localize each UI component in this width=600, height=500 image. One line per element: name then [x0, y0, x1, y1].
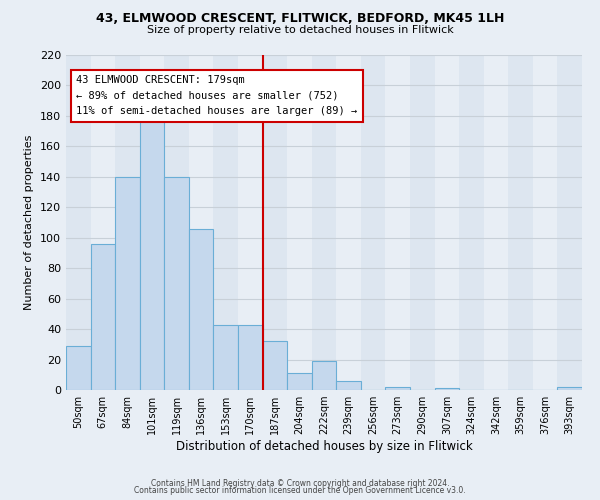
Bar	[557, 55, 582, 390]
Bar	[164, 55, 189, 390]
Bar	[410, 55, 434, 390]
Bar	[484, 55, 508, 390]
Bar	[312, 55, 336, 390]
Bar	[115, 55, 140, 390]
Bar	[115, 177, 140, 390]
Bar	[287, 373, 312, 390]
Bar	[140, 55, 164, 390]
Bar	[140, 112, 164, 390]
Bar	[336, 381, 361, 390]
Bar	[508, 55, 533, 390]
Y-axis label: Number of detached properties: Number of detached properties	[25, 135, 34, 310]
Bar	[189, 55, 214, 390]
Bar	[434, 388, 459, 390]
Text: Contains public sector information licensed under the Open Government Licence v3: Contains public sector information licen…	[134, 486, 466, 495]
Bar	[238, 324, 263, 390]
X-axis label: Distribution of detached houses by size in Flitwick: Distribution of detached houses by size …	[176, 440, 472, 453]
Bar	[91, 244, 115, 390]
Bar	[91, 55, 115, 390]
Bar	[336, 55, 361, 390]
Bar	[66, 55, 91, 390]
Bar	[287, 55, 312, 390]
Text: Size of property relative to detached houses in Flitwick: Size of property relative to detached ho…	[146, 25, 454, 35]
Bar	[164, 177, 189, 390]
Bar	[385, 55, 410, 390]
Bar	[361, 55, 385, 390]
Bar	[263, 342, 287, 390]
Bar	[533, 55, 557, 390]
Bar	[238, 55, 263, 390]
Bar	[434, 55, 459, 390]
Bar	[214, 324, 238, 390]
Bar	[557, 387, 582, 390]
Bar	[385, 387, 410, 390]
Bar	[312, 361, 336, 390]
Bar	[459, 55, 484, 390]
Bar	[66, 346, 91, 390]
Bar	[214, 55, 238, 390]
Text: Contains HM Land Registry data © Crown copyright and database right 2024.: Contains HM Land Registry data © Crown c…	[151, 478, 449, 488]
Text: 43, ELMWOOD CRESCENT, FLITWICK, BEDFORD, MK45 1LH: 43, ELMWOOD CRESCENT, FLITWICK, BEDFORD,…	[96, 12, 504, 26]
Bar	[263, 55, 287, 390]
Text: 43 ELMWOOD CRESCENT: 179sqm
← 89% of detached houses are smaller (752)
11% of se: 43 ELMWOOD CRESCENT: 179sqm ← 89% of det…	[76, 75, 358, 116]
Bar	[189, 228, 214, 390]
